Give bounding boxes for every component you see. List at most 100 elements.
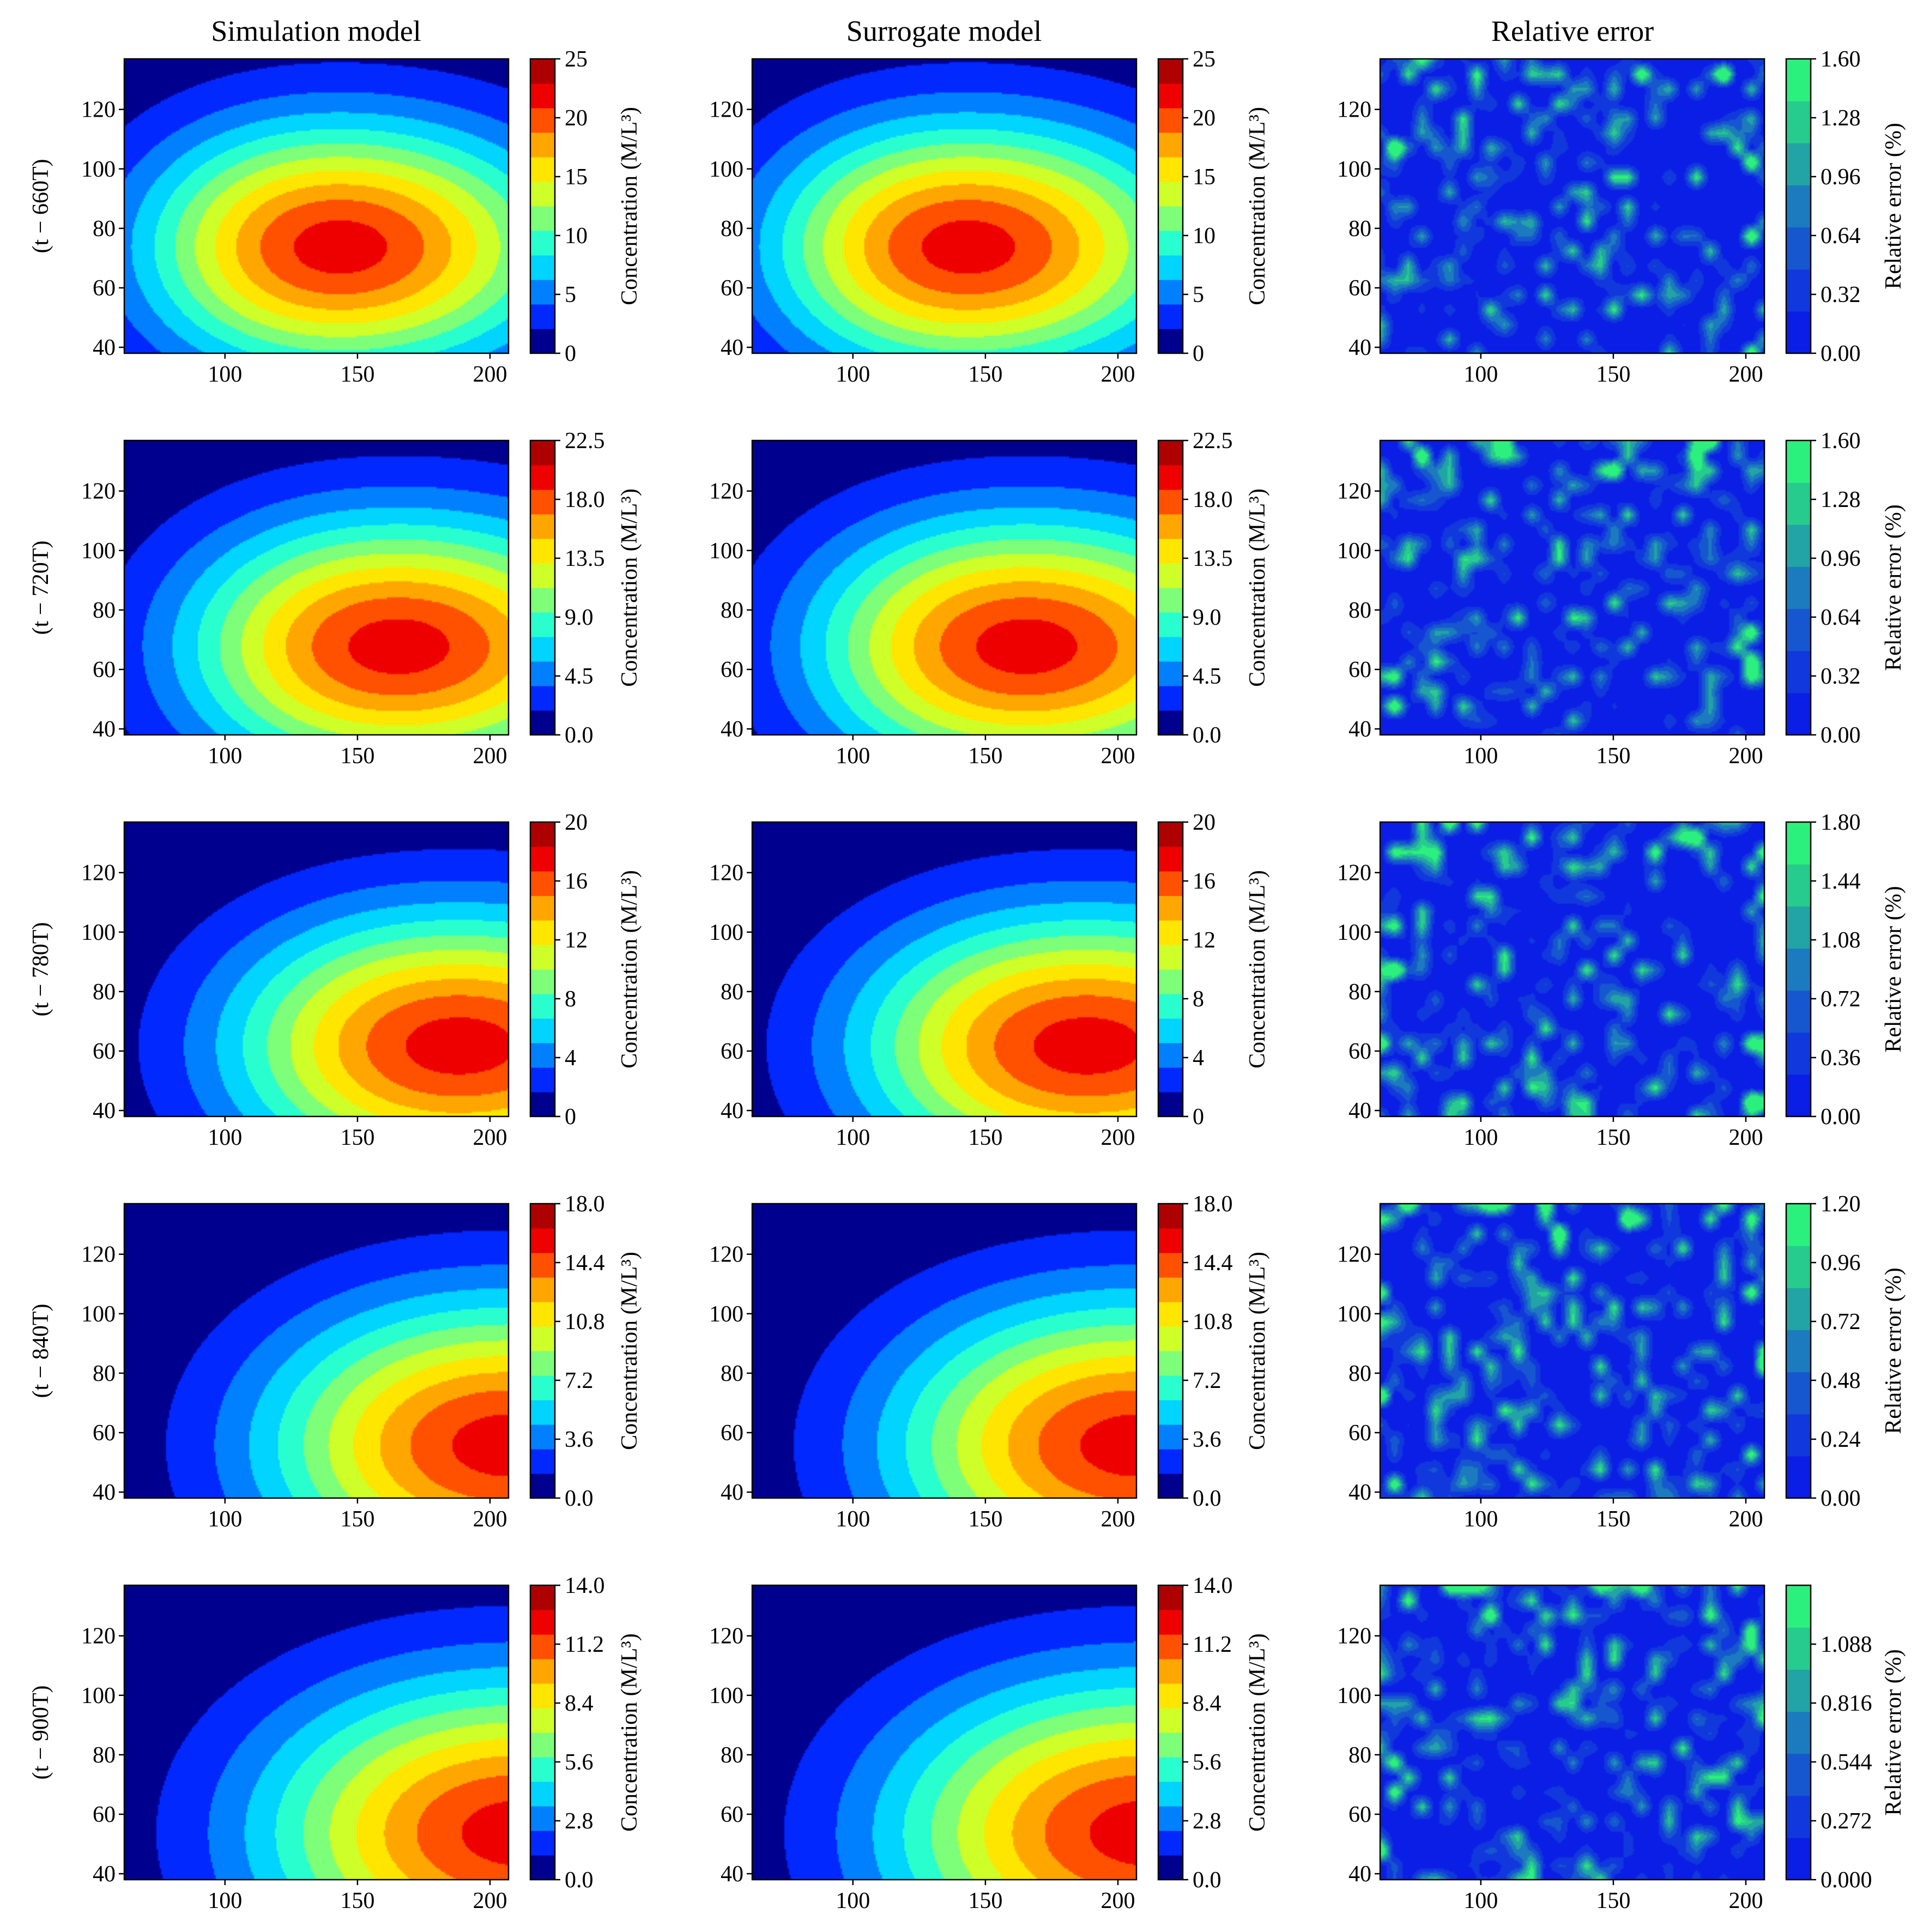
x-tick-label: 150 (1596, 1507, 1630, 1532)
colorbar-segment (1786, 311, 1811, 354)
y-tick-label: 120 (81, 98, 116, 123)
colorbar-tick-label: 10 (1193, 224, 1216, 249)
colorbar-segment (530, 490, 555, 515)
surrogate-panel: 100 150 200 40 60 80 100 120 0 4 8 12 16 20 Concentrat… (709, 810, 1270, 1150)
colorbar-segment (530, 612, 555, 637)
colorbar-segment (1786, 269, 1811, 312)
colorbar-segment (1158, 871, 1183, 896)
colorbar-segment (530, 1732, 555, 1758)
colorbar-tick-label: 0.0 (1193, 1868, 1222, 1893)
colorbar-tick-label: 18.0 (565, 487, 605, 512)
colorbar-segment (530, 255, 555, 280)
error-colorbar: 0.000 0.272 0.544 0.816 1.088 Relative error … (1785, 1584, 1906, 1893)
y-tick-label: 60 (721, 1421, 743, 1446)
colorbar-tick-label: 0.32 (1821, 664, 1861, 689)
concentration-colorbar-label: Concentration (M/L³) (1245, 107, 1270, 305)
colorbar-segment (530, 686, 555, 711)
colorbar-tick-label: 11.2 (565, 1632, 604, 1657)
colorbar-segment (1158, 157, 1183, 182)
colorbar-segment (1158, 206, 1183, 231)
simulation-panel: 100 150 200 40 60 80 100 120 0 4 8 12 16 20 Concentrat… (81, 810, 642, 1150)
x-tick-label: 100 (208, 1507, 242, 1532)
y-tick-label: 80 (1349, 216, 1371, 242)
colorbar-segment (1158, 847, 1183, 872)
colorbar-segment (1786, 1246, 1811, 1288)
colorbar-segment (1158, 231, 1183, 256)
y-tick-label: 60 (1349, 1039, 1371, 1064)
error-colorbar: 0.00 0.32 0.64 0.96 1.28 1.60 Relative error (… (1785, 428, 1906, 748)
x-tick-label: 200 (1728, 1125, 1763, 1150)
x-tick-label: 200 (1100, 1125, 1135, 1150)
colorbar-tick-label: 13.5 (565, 546, 605, 571)
colorbar-segment (1158, 563, 1183, 588)
plot-frame (123, 58, 510, 354)
colorbar-segment (530, 1400, 555, 1425)
colorbar-segment (1158, 1659, 1183, 1684)
plot-frame (751, 1203, 1138, 1499)
colorbar-tick-label: 22.5 (565, 428, 605, 454)
colorbar-frame (1157, 1203, 1184, 1499)
colorbar-tick-label: 22.5 (1193, 428, 1233, 454)
colorbar-tick-label: 0.000 (1821, 1868, 1872, 1893)
concentration-colorbar-label: Concentration (M/L³) (1245, 870, 1270, 1068)
colorbar-tick-label: 0.24 (1821, 1427, 1861, 1452)
x-tick-label: 150 (968, 744, 1002, 769)
colorbar-tick-label: 0 (565, 1104, 576, 1130)
colorbar-segment (1158, 1204, 1183, 1229)
colorbar-frame (1785, 821, 1812, 1118)
x-tick-label: 200 (1728, 362, 1763, 387)
plot-frame (751, 439, 1138, 736)
y-tick-label: 40 (93, 1480, 116, 1505)
colorbar-segment (1158, 182, 1183, 207)
x-tick-label: 200 (473, 1125, 507, 1150)
colorbar-segment (530, 157, 555, 182)
x-tick-label: 150 (340, 362, 374, 387)
x-tick-label: 200 (473, 744, 507, 769)
colorbar-frame (529, 439, 556, 736)
colorbar-frame (1157, 439, 1184, 736)
colorbar-segment (1158, 1831, 1183, 1856)
concentration-colorbar-label: Concentration (M/L³) (1245, 1252, 1270, 1450)
surrogate-panel: 100 150 200 40 60 80 100 120 0.0 3.6 7.2 10.8 14.4 18… (709, 1192, 1270, 1532)
x-tick-label: 100 (836, 744, 870, 769)
colorbar-tick-label: 14.4 (565, 1251, 605, 1276)
colorbar-segment (1786, 227, 1811, 270)
colorbar-segment (530, 920, 555, 945)
colorbar-tick-label: 0.96 (1821, 165, 1861, 190)
colorbar-segment (1158, 588, 1183, 613)
y-tick-label: 80 (93, 598, 116, 623)
colorbar-tick-label: 0.32 (1821, 282, 1861, 307)
colorbar-tick-label: 0.72 (1821, 987, 1861, 1012)
y-tick-label: 60 (93, 1802, 116, 1827)
colorbar-segment (1158, 994, 1183, 1019)
colorbar-segment (530, 1659, 555, 1684)
panels-layer: (t − 660T)100 150 200406080100120051015202… (28, 47, 1906, 1913)
colorbar-frame (529, 821, 556, 1118)
plot-frame (123, 1203, 510, 1499)
colorbar-segment (1786, 440, 1811, 483)
error-colorbar: 0.00 0.36 0.72 1.08 1.44 1.80 Relative error (… (1785, 810, 1906, 1130)
colorbar-tick-label: 12 (1193, 928, 1216, 953)
y-tick-label: 60 (721, 1039, 743, 1064)
colorbar-segment (530, 969, 555, 994)
colorbar-frame (529, 1203, 556, 1499)
error-field-image (1380, 1204, 1764, 1498)
colorbar-segment (1786, 1372, 1811, 1415)
column-title-surrogate: Surrogate model (846, 15, 1042, 47)
x-tick-label: 150 (968, 362, 1002, 387)
colorbar-segment (530, 1092, 555, 1117)
colorbar-segment (1158, 1228, 1183, 1253)
concentration-colorbar: 0 5 10 15 20 25 Concentration (M/L³) (529, 47, 642, 366)
colorbar-segment (530, 1585, 555, 1610)
concentration-field-image (124, 59, 509, 353)
colorbar-segment (530, 1375, 555, 1400)
concentration-colorbar: 0.0 3.6 7.2 10.8 14.4 18.0 Concentration (M/L³… (1157, 1192, 1270, 1511)
y-tick-label: 40 (1349, 1098, 1371, 1124)
plot-frame (1379, 1203, 1765, 1499)
colorbar-frame (1157, 1584, 1184, 1881)
x-tick-label: 150 (1596, 744, 1630, 769)
x-tick-label: 100 (1464, 1888, 1498, 1913)
y-tick-label: 120 (709, 98, 743, 123)
y-tick-label: 120 (1337, 861, 1371, 886)
concentration-colorbar-label: Concentration (M/L³) (617, 1252, 642, 1450)
